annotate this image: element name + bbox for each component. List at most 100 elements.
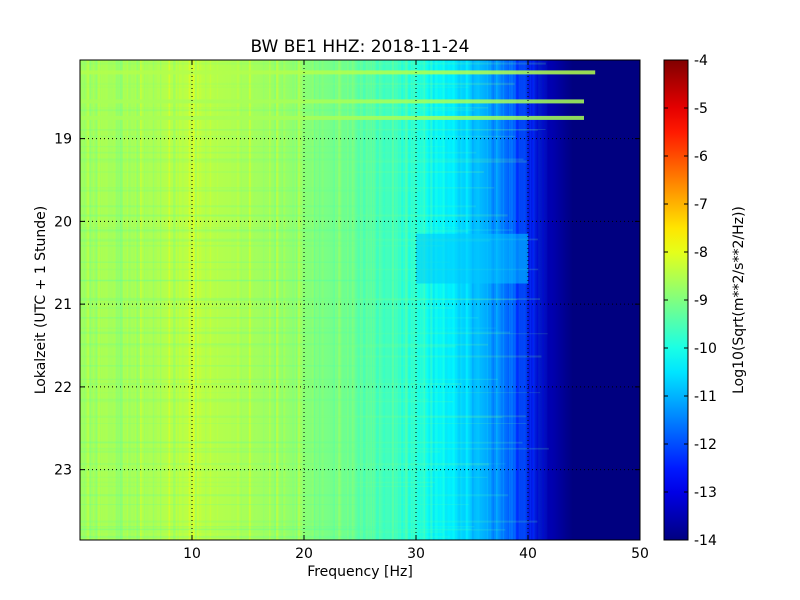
texture-streak	[422, 60, 426, 540]
texture-row	[80, 158, 524, 161]
texture-streak	[506, 60, 509, 540]
colorbar-tick-label: -9	[694, 293, 708, 309]
texture-streak	[465, 60, 468, 540]
texture-streak	[463, 60, 466, 540]
texture-streak	[321, 60, 324, 540]
disturbance-band	[80, 70, 596, 75]
texture-row	[80, 520, 538, 523]
texture-streak	[139, 60, 142, 540]
texture-streak	[365, 60, 368, 540]
texture-streak	[84, 60, 85, 540]
texture-streak	[420, 60, 422, 540]
texture-streak	[522, 60, 525, 540]
texture-row	[80, 528, 472, 530]
texture-row	[80, 239, 490, 242]
spectrogram-base	[80, 60, 640, 540]
texture-streak	[390, 60, 392, 540]
texture-streak	[516, 60, 519, 540]
texture-streak	[105, 60, 107, 540]
texture-streak	[531, 60, 534, 540]
texture-streak	[334, 60, 337, 540]
texture-streak	[104, 60, 107, 540]
texture-row	[80, 298, 540, 300]
texture-streak	[413, 60, 416, 540]
texture-row	[80, 299, 518, 301]
texture-row	[80, 383, 462, 386]
texture-row	[80, 343, 417, 345]
texture-streak	[119, 60, 122, 540]
texture-streak	[111, 60, 114, 540]
x-axis-label: Frequency [Hz]	[307, 564, 413, 580]
texture-streak	[93, 60, 95, 540]
texture-streak	[128, 60, 131, 540]
texture-streak	[215, 60, 218, 540]
colorbar-ticks: -4 -5 -6 -7 -8 -9 -10 -11 -12 -13 -14	[664, 53, 717, 549]
y-axis: 19 20 21 22 23	[54, 132, 640, 479]
texture-streak	[511, 60, 514, 540]
texture-row	[80, 107, 489, 109]
texture-streak	[152, 60, 155, 540]
texture-row	[80, 463, 490, 466]
texture-streak	[139, 60, 140, 540]
texture-streak	[311, 60, 314, 540]
texture-streak	[120, 60, 123, 540]
texture-row	[80, 365, 419, 367]
texture-streak	[177, 60, 179, 540]
texture-row	[80, 447, 549, 450]
texture-streak	[80, 60, 82, 540]
texture-streak	[270, 60, 271, 540]
texture-streak	[111, 60, 113, 540]
texture-streak	[486, 60, 489, 540]
texture-row	[80, 205, 476, 208]
texture-streak	[290, 60, 291, 540]
texture-streak	[351, 60, 354, 540]
texture-streak	[175, 60, 177, 540]
texture-streak	[210, 60, 212, 540]
disturbance-band	[80, 99, 584, 104]
texture-streak	[117, 60, 119, 540]
texture-streak	[370, 60, 372, 540]
texture-row	[80, 297, 424, 299]
texture-row	[80, 398, 429, 401]
texture-streak	[283, 60, 286, 540]
texture-streak	[548, 60, 551, 540]
texture-row	[80, 82, 515, 86]
texture-streak	[390, 60, 392, 540]
texture-streak	[86, 60, 88, 540]
texture-streak	[167, 60, 168, 540]
texture-streak	[133, 60, 136, 540]
texture-streak	[99, 60, 102, 540]
texture-streak	[248, 60, 251, 540]
texture-streak	[116, 60, 118, 540]
texture-streak	[296, 60, 298, 540]
texture-row	[80, 244, 444, 247]
texture-streak	[306, 60, 309, 540]
texture-streak	[175, 60, 176, 540]
texture-streak	[377, 60, 380, 540]
texture-streak	[498, 60, 501, 540]
texture-streak	[143, 60, 146, 540]
texture-streak	[353, 60, 355, 540]
texture-row	[80, 160, 527, 163]
texture-streak	[236, 60, 239, 540]
texture-streak	[80, 60, 82, 540]
texture-row	[80, 494, 509, 497]
x-axis: 10 20 30 40 50	[183, 60, 649, 562]
texture-row	[80, 109, 475, 112]
texture-row	[80, 268, 539, 271]
texture-row	[80, 327, 496, 329]
texture-row	[80, 238, 538, 241]
texture-row	[80, 214, 466, 217]
texture-streak	[536, 60, 539, 540]
texture-row	[80, 135, 516, 138]
texture-streak	[177, 60, 180, 540]
texture-streak	[121, 60, 123, 540]
texture-row	[80, 441, 523, 444]
texture-streak	[89, 60, 92, 540]
texture-streak	[341, 60, 345, 540]
texture-streak	[410, 60, 413, 540]
texture-row	[80, 279, 421, 282]
texture-row	[80, 485, 434, 487]
texture-streak	[462, 60, 465, 540]
